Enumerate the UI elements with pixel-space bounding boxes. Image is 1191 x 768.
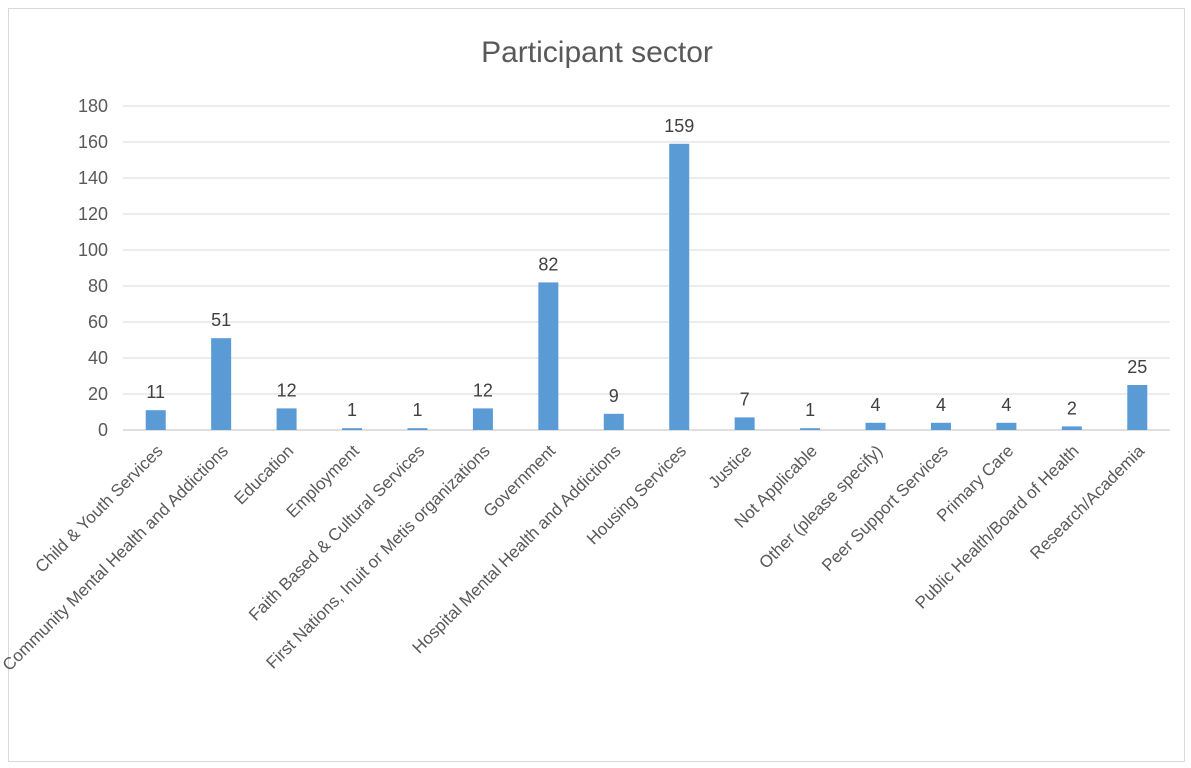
data-label: 82 bbox=[538, 254, 558, 274]
data-label: 159 bbox=[664, 116, 694, 136]
data-label: 11 bbox=[146, 382, 165, 402]
y-tick-label: 0 bbox=[98, 420, 108, 440]
category-label: Education bbox=[231, 441, 298, 508]
data-label: 25 bbox=[1127, 357, 1147, 377]
y-tick-label: 140 bbox=[78, 168, 108, 188]
data-label: 2 bbox=[1067, 398, 1077, 418]
data-label: 4 bbox=[871, 395, 881, 415]
data-label: 12 bbox=[473, 380, 493, 400]
y-tick-label: 180 bbox=[78, 96, 108, 116]
chart-title: Participant sector bbox=[481, 36, 713, 69]
bar bbox=[996, 422, 1017, 430]
bar bbox=[472, 408, 493, 430]
category-label: Community Mental Health and Addictions bbox=[0, 441, 232, 674]
chart-frame bbox=[8, 8, 1185, 762]
bar bbox=[669, 143, 690, 431]
data-label: 4 bbox=[936, 395, 946, 415]
category-label: First Nations, Inuit or Metis organizati… bbox=[262, 441, 493, 672]
bar bbox=[1061, 426, 1082, 430]
category-label: Research/Academia bbox=[1026, 441, 1148, 563]
gridlines bbox=[123, 105, 1170, 431]
data-label: 12 bbox=[277, 380, 297, 400]
y-tick-label: 20 bbox=[88, 384, 108, 404]
bar bbox=[734, 417, 755, 430]
y-tick-label: 80 bbox=[88, 276, 108, 296]
bar bbox=[145, 410, 166, 430]
bar bbox=[276, 408, 297, 430]
data-label: 1 bbox=[412, 400, 422, 420]
data-label: 4 bbox=[1001, 395, 1011, 415]
category-label: Justice bbox=[705, 441, 756, 492]
bar bbox=[1127, 385, 1148, 430]
bar bbox=[407, 428, 428, 430]
category-label: Peer Support Services bbox=[818, 441, 952, 575]
data-label: 1 bbox=[347, 400, 357, 420]
y-tick-label: 120 bbox=[78, 204, 108, 224]
y-tick-label: 40 bbox=[88, 348, 108, 368]
bar bbox=[211, 338, 232, 430]
y-tick-label: 160 bbox=[78, 132, 108, 152]
category-label: Other (please specify) bbox=[755, 441, 886, 572]
bar bbox=[342, 428, 363, 430]
bars bbox=[145, 143, 1148, 431]
bar bbox=[538, 282, 559, 430]
data-label: 7 bbox=[740, 389, 750, 409]
data-label: 51 bbox=[211, 310, 231, 330]
category-label: Child & Youth Services bbox=[31, 441, 166, 576]
y-tick-label: 100 bbox=[78, 240, 108, 260]
y-tick-label: 60 bbox=[88, 312, 108, 332]
data-label: 1 bbox=[805, 400, 815, 420]
y-axis-ticks: 0 20 40 60 80 100 120 140 160 180 bbox=[78, 96, 108, 440]
bar bbox=[800, 428, 821, 430]
bar bbox=[930, 422, 951, 430]
bar bbox=[603, 413, 624, 430]
data-label: 9 bbox=[609, 386, 619, 406]
bar bbox=[865, 422, 886, 430]
